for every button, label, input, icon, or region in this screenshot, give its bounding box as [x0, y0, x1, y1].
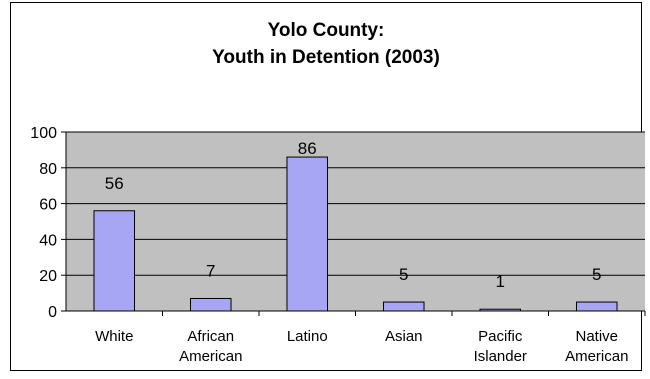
category-label-3-0: Asian: [385, 328, 423, 345]
chart-title-line-2: Youth in Detention (2003): [212, 47, 440, 68]
bar-5: [575, 301, 618, 312]
bar-4: [479, 308, 522, 312]
y-tick-label-0: 0: [48, 304, 57, 321]
category-label-5-0: Native: [575, 328, 618, 345]
chart-title-line-1: Yolo County:: [267, 20, 385, 41]
y-tick-label-100: 100: [30, 125, 57, 142]
category-label-1-1: American: [179, 348, 242, 365]
y-tick-label-20: 20: [39, 268, 57, 285]
category-label-0-0: White: [95, 328, 133, 345]
bar-0: [93, 210, 136, 312]
data-label-4: 1: [496, 272, 505, 291]
plot-area: [66, 132, 645, 311]
chart-title: Yolo County: Youth in Detention (2003): [10, 17, 642, 71]
data-label-3: 5: [399, 265, 408, 284]
data-label-1: 7: [206, 261, 215, 280]
category-label-2-0: Latino: [287, 328, 328, 345]
bar-3: [382, 301, 425, 312]
bar-2: [286, 156, 329, 312]
bar-1: [189, 297, 232, 312]
y-tick-label-40: 40: [39, 232, 57, 249]
category-label-5-1: American: [565, 348, 628, 365]
category-label-4-0: Pacific: [478, 328, 523, 345]
y-tick-label-80: 80: [39, 161, 57, 178]
data-label-0: 56: [105, 174, 124, 193]
data-label-2: 86: [298, 139, 317, 158]
y-tick-label-60: 60: [39, 197, 57, 214]
category-label-1-0: African: [187, 328, 234, 345]
data-label-5: 5: [592, 265, 601, 284]
category-label-4-1: Islander: [474, 348, 527, 365]
